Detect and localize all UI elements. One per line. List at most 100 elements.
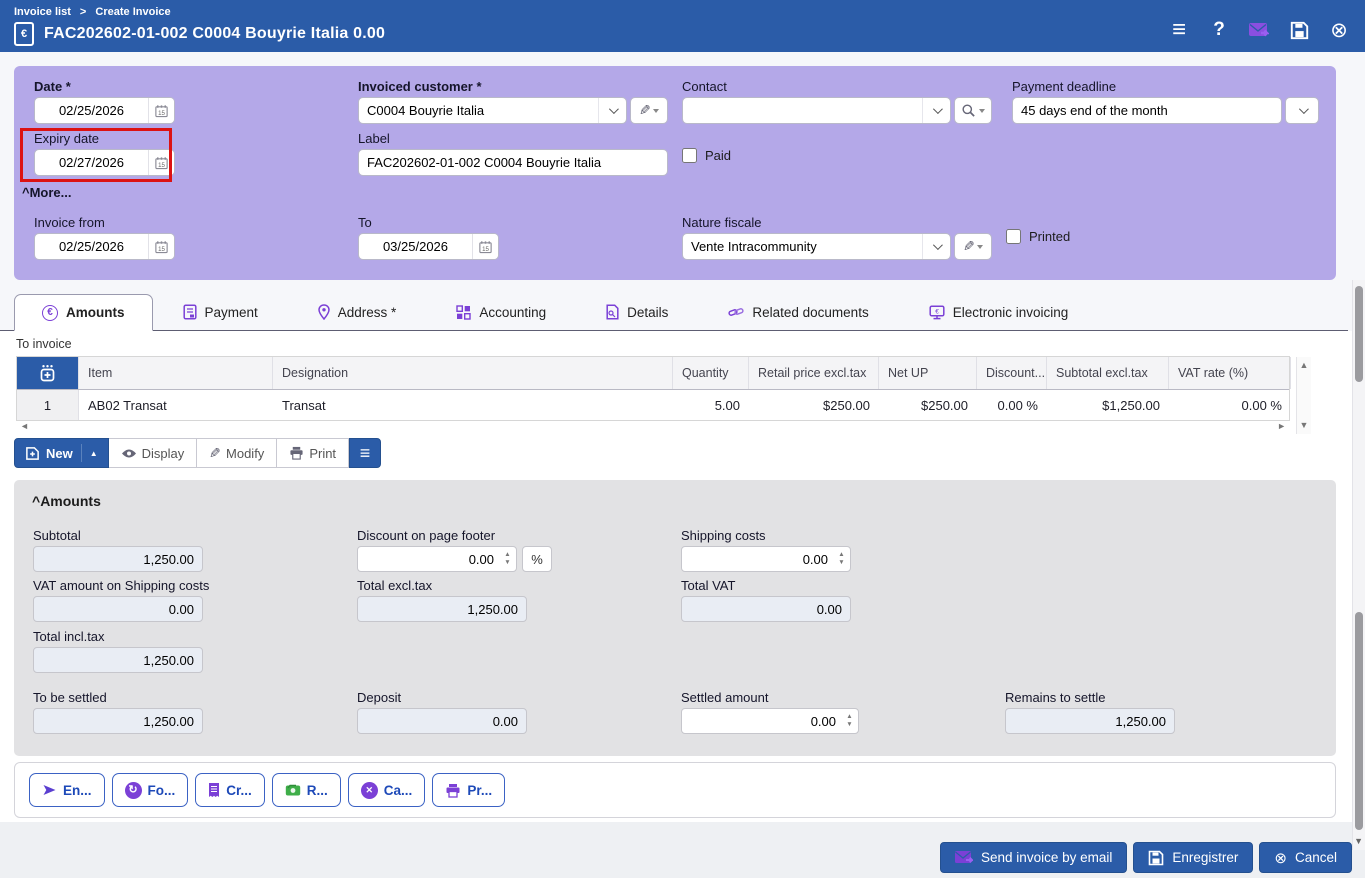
scrollbar-thumb[interactable] bbox=[1355, 612, 1363, 830]
percent-unit-button[interactable]: % bbox=[522, 546, 552, 572]
chevron-down-icon[interactable] bbox=[598, 98, 626, 123]
spinner-down-icon[interactable]: ▼ bbox=[504, 558, 511, 566]
save-icon[interactable] bbox=[1287, 18, 1311, 42]
tab-payment[interactable]: Payment bbox=[153, 294, 288, 330]
subtotal-value bbox=[34, 551, 202, 567]
fo-action-button[interactable]: ↻ Fo... bbox=[111, 773, 189, 807]
pencil-icon: ✎ bbox=[209, 444, 222, 461]
column-header-retail-price[interactable]: Retail price excl.tax bbox=[749, 357, 879, 389]
cell-subtotal[interactable]: $1,250.00 bbox=[1102, 397, 1160, 413]
tab-amounts[interactable]: € Amounts bbox=[14, 294, 153, 331]
menu-icon[interactable]: ≡ bbox=[1171, 16, 1186, 43]
ticket-icon bbox=[208, 782, 220, 798]
label-input[interactable] bbox=[359, 150, 667, 175]
column-header-subtotal[interactable]: Subtotal excl.tax bbox=[1047, 357, 1169, 389]
line-menu-button[interactable]: ≡ bbox=[349, 438, 382, 468]
page-scrollbar[interactable] bbox=[1352, 280, 1365, 850]
amounts-section-title[interactable]: ^Amounts bbox=[32, 493, 101, 509]
breadcrumb-invoice-list[interactable]: Invoice list bbox=[14, 6, 71, 18]
send-email-icon[interactable] bbox=[1247, 18, 1271, 42]
cell-designation[interactable]: Transat bbox=[282, 397, 326, 413]
tab-electronic-invoicing[interactable]: € Electronic invoicing bbox=[899, 294, 1099, 330]
cell-item[interactable]: AB02 Transat bbox=[88, 397, 167, 413]
chevron-down-icon[interactable] bbox=[922, 98, 950, 123]
scroll-left-icon[interactable]: ◄ bbox=[20, 421, 29, 431]
calendar-icon[interactable]: 15 bbox=[472, 234, 498, 259]
scroll-right-icon[interactable]: ► bbox=[1277, 421, 1286, 431]
to-be-settled-label: To be settled bbox=[33, 690, 107, 705]
cr-action-button[interactable]: Cr... bbox=[195, 773, 265, 807]
cell-vat-rate[interactable]: 0.00 % bbox=[1241, 397, 1282, 413]
table-row[interactable]: 1 AB02 Transat Transat 5.00 $250.00 $250… bbox=[17, 390, 1289, 420]
close-icon[interactable]: ⊗ bbox=[1330, 18, 1348, 42]
scroll-up-icon[interactable]: ▲ bbox=[1299, 360, 1309, 370]
discount-footer-input[interactable] bbox=[358, 551, 502, 567]
print-line-button[interactable]: Print bbox=[277, 438, 350, 468]
cell-net-up[interactable]: $250.00 bbox=[921, 397, 968, 413]
edit-customer-button[interactable]: ✎ bbox=[630, 97, 668, 124]
more-collapse-link[interactable]: ^More... bbox=[22, 185, 72, 200]
calendar-icon[interactable]: 15 bbox=[148, 234, 174, 259]
send-invoice-email-button[interactable]: Send invoice by email bbox=[940, 842, 1128, 873]
shipping-costs-input[interactable] bbox=[682, 551, 836, 567]
scroll-down-icon[interactable]: ▼ bbox=[1354, 836, 1363, 846]
payment-deadline-input[interactable] bbox=[1013, 98, 1281, 123]
tab-bar: € Amounts Payment Address * Accounting bbox=[0, 294, 1348, 331]
table-vertical-scrollbar[interactable]: ▲ ▼ bbox=[1296, 357, 1311, 434]
spinner-up-icon[interactable]: ▲ bbox=[838, 551, 845, 558]
label-label: Label bbox=[358, 131, 390, 146]
tab-address[interactable]: Address * bbox=[288, 294, 427, 330]
save-button[interactable]: Enregistrer bbox=[1133, 842, 1254, 873]
scrollbar-thumb[interactable] bbox=[1355, 286, 1363, 382]
chevron-down-icon[interactable] bbox=[922, 234, 950, 259]
calendar-icon[interactable]: 15 bbox=[148, 98, 174, 123]
settled-amount-input[interactable] bbox=[682, 713, 844, 729]
spinner-down-icon[interactable]: ▼ bbox=[838, 558, 845, 566]
search-contact-button[interactable] bbox=[954, 97, 992, 124]
remains-to-settle-value bbox=[1006, 713, 1174, 729]
column-header-quantity[interactable]: Quantity bbox=[673, 357, 749, 389]
send-email-icon bbox=[955, 851, 974, 864]
spinner-up-icon[interactable]: ▲ bbox=[504, 551, 511, 558]
cell-discount[interactable]: 0.00 % bbox=[997, 397, 1038, 413]
tab-related-documents[interactable]: Related documents bbox=[698, 294, 898, 330]
expiry-date-input[interactable] bbox=[35, 150, 148, 175]
en-action-button[interactable]: En... bbox=[29, 773, 105, 807]
total-vat-label: Total VAT bbox=[681, 578, 736, 593]
calendar-icon[interactable]: 15 bbox=[148, 150, 174, 175]
modify-line-button[interactable]: ✎ Modify bbox=[197, 438, 278, 468]
paid-checkbox[interactable] bbox=[682, 148, 697, 163]
pr-action-button[interactable]: Pr... bbox=[432, 773, 506, 807]
nature-fiscale-label: Nature fiscale bbox=[682, 215, 762, 230]
cell-retail-price[interactable]: $250.00 bbox=[823, 397, 870, 413]
column-header-designation[interactable]: Designation bbox=[273, 357, 673, 389]
scroll-down-icon[interactable]: ▼ bbox=[1299, 420, 1309, 430]
date-input[interactable] bbox=[35, 98, 148, 123]
tab-accounting[interactable]: Accounting bbox=[426, 294, 576, 330]
r-action-button[interactable]: R... bbox=[271, 773, 341, 807]
add-line-button[interactable] bbox=[17, 357, 79, 389]
invoice-to-input[interactable] bbox=[359, 234, 472, 259]
column-header-net-up[interactable]: Net UP bbox=[879, 357, 977, 389]
display-line-button[interactable]: Display bbox=[108, 438, 198, 468]
invoiced-customer-input[interactable] bbox=[359, 98, 598, 123]
contact-input[interactable] bbox=[683, 98, 922, 123]
printed-checkbox[interactable] bbox=[1006, 229, 1021, 244]
edit-nature-fiscale-button[interactable]: ✎ bbox=[954, 233, 992, 260]
spinner-down-icon[interactable]: ▼ bbox=[846, 720, 853, 728]
nature-fiscale-input[interactable] bbox=[683, 234, 922, 259]
spinner-up-icon[interactable]: ▲ bbox=[846, 713, 853, 720]
invoice-from-input[interactable] bbox=[35, 234, 148, 259]
table-horizontal-scrollbar[interactable]: ◄ ► bbox=[16, 419, 1290, 434]
payment-deadline-dropdown-button[interactable] bbox=[1285, 97, 1319, 124]
cancel-button[interactable]: ⊗ Cancel bbox=[1259, 842, 1352, 873]
help-icon[interactable]: ? bbox=[1213, 19, 1225, 40]
ca-action-button[interactable]: ✕ Ca... bbox=[347, 773, 426, 807]
new-line-button[interactable]: New ▲ bbox=[14, 438, 109, 468]
to-invoice-section-label: To invoice bbox=[16, 337, 72, 351]
column-header-discount[interactable]: Discount... bbox=[977, 357, 1047, 389]
column-header-item[interactable]: Item bbox=[79, 357, 273, 389]
tab-details[interactable]: Details bbox=[576, 294, 698, 330]
cell-quantity[interactable]: 5.00 bbox=[714, 397, 740, 413]
column-header-vat-rate[interactable]: VAT rate (%) bbox=[1169, 357, 1291, 389]
